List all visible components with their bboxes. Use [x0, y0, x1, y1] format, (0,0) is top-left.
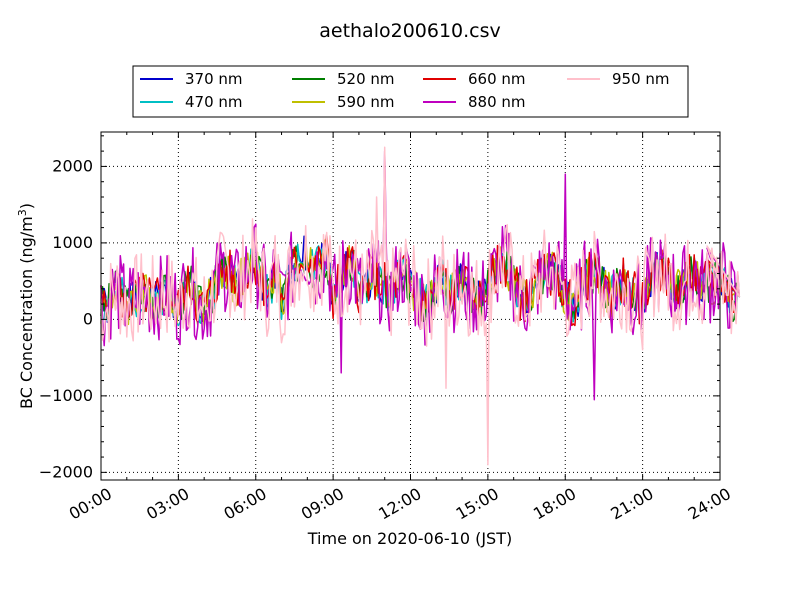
x-tick-label: 09:00: [298, 484, 347, 524]
y-axis-label-suffix: ): [17, 203, 36, 209]
legend-label: 370 nm: [185, 70, 243, 88]
x-tick-label: 15:00: [453, 484, 502, 524]
legend-label: 880 nm: [468, 93, 526, 111]
y-tick-label: −1000: [39, 386, 93, 405]
legend-label: 590 nm: [337, 93, 395, 111]
legend: 370 nm 470 nm 520 nm 590 nm 660 nm 880 nm 950 …: [132, 65, 689, 118]
x-tick-label: 12:00: [375, 484, 424, 524]
x-tick-label: 24:00: [685, 484, 734, 524]
legend-label: 660 nm: [468, 70, 526, 88]
y-tick-label: −2000: [39, 462, 93, 481]
series-line-880-nm: [100, 150, 741, 401]
y-tick-label: 2000: [52, 156, 93, 175]
x-axis-label: Time on 2020-06-10 (JST): [307, 529, 512, 548]
chart-title: aethalo200610.csv: [319, 20, 501, 42]
legend-label: 520 nm: [337, 70, 395, 88]
x-tick-label: 18:00: [530, 484, 579, 524]
legend-label: 950 nm: [612, 70, 670, 88]
series-line-660-nm: [100, 233, 741, 327]
legend-frame: [132, 65, 689, 118]
y-axis-label-sup: 3: [16, 209, 29, 216]
plot-area: [100, 146, 741, 466]
y-tick-label: 0: [83, 309, 93, 328]
x-tick-label: 06:00: [220, 484, 269, 524]
legend-label: 470 nm: [185, 93, 243, 111]
series-line-950-nm: [100, 146, 741, 466]
y-axis-label: BC Concentration (ng/m3): [16, 203, 37, 409]
y-axis-label-main: BC Concentration (ng/m: [17, 216, 36, 409]
y-tick-label: 1000: [52, 233, 93, 252]
x-tick-label: 21:00: [607, 484, 656, 524]
x-tick-label: 03:00: [143, 484, 192, 524]
x-tick-label: 00:00: [66, 484, 115, 524]
